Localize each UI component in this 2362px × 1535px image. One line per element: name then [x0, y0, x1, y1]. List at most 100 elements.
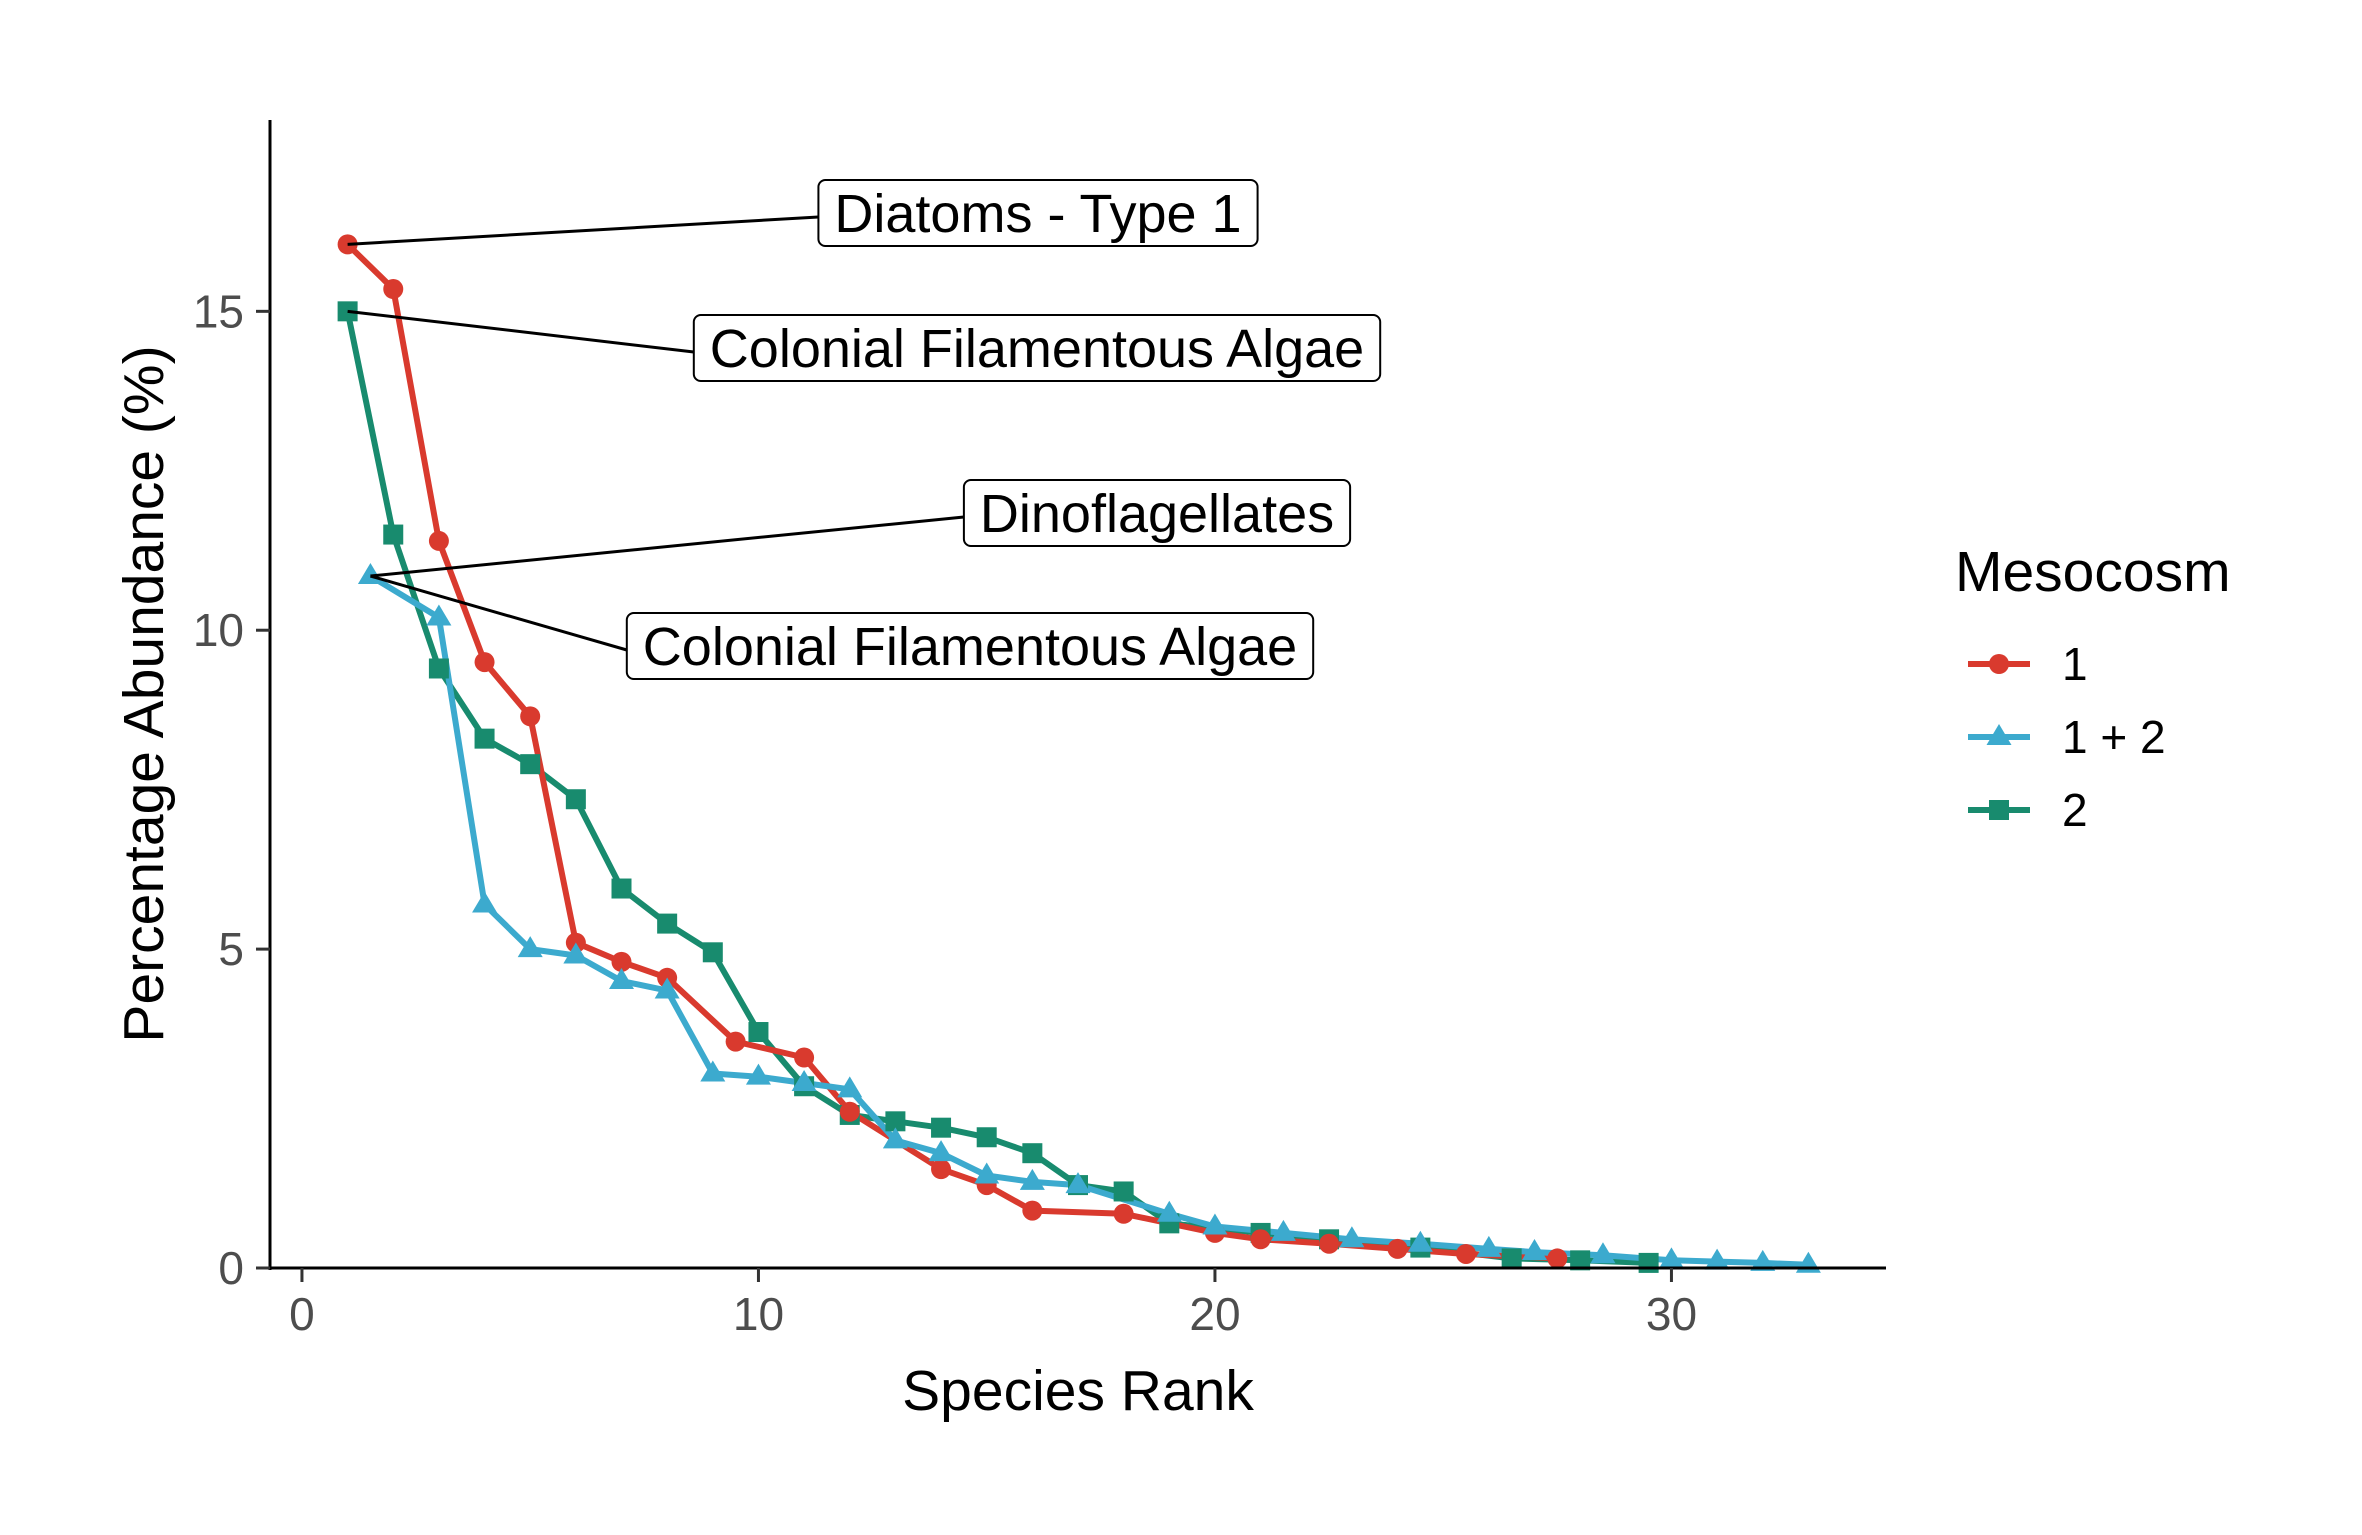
- data-point-2: [931, 1117, 952, 1138]
- data-point-1-plus-2: [426, 604, 452, 626]
- x-tick-label: 20: [1189, 1288, 1240, 1340]
- data-point-2: [428, 658, 449, 679]
- x-tick-label: 10: [733, 1288, 784, 1340]
- annotation-label: Dinoflagellates: [370, 479, 1352, 578]
- data-point-1-plus-2: [357, 562, 383, 584]
- data-point-1-plus-2: [974, 1162, 1000, 1184]
- data-point-1-plus-2: [1476, 1235, 1502, 1257]
- data-point-1-plus-2: [1750, 1249, 1776, 1271]
- legend-title: Mesocosm: [1955, 540, 2231, 604]
- data-point-1: [474, 652, 495, 673]
- data-point-2: [1570, 1250, 1591, 1271]
- data-point-1: [428, 530, 449, 551]
- x-axis-title: Species Rank: [902, 1359, 1254, 1423]
- data-point-2: [565, 789, 586, 810]
- legend-item-1: 1: [1968, 638, 2088, 690]
- legend-key-marker: [1989, 800, 2009, 820]
- data-point-1: [931, 1159, 952, 1180]
- data-point-2: [1638, 1252, 1659, 1273]
- annotation-leader-line: [347, 309, 694, 354]
- data-point-1-plus-2: [1590, 1242, 1616, 1264]
- annotation-text: Colonial Filamentous Algae: [643, 617, 1297, 677]
- data-point-1: [611, 951, 632, 972]
- data-point-2: [885, 1111, 906, 1132]
- x-axis-ticks: 0 10 20 30: [289, 1268, 1697, 1340]
- data-point-1-plus-2: [563, 942, 589, 964]
- legend-item-1-plus-2: 1 + 2: [1968, 711, 2166, 763]
- series-lines-layer: [344, 241, 1812, 1268]
- data-point-1-plus-2: [654, 977, 680, 999]
- data-point-1-plus-2: [837, 1076, 863, 1098]
- annotation-box: [692, 314, 1382, 382]
- legend-label: 1: [2062, 638, 2088, 690]
- data-point-1-plus-2: [882, 1127, 908, 1149]
- annotations-layer: Diatoms - Type 1 Colonial Filamentous Alg…: [347, 179, 1382, 680]
- data-point-2: [1022, 1143, 1043, 1164]
- annotation-leader-line: [347, 215, 819, 246]
- data-point-1-plus-2: [1407, 1230, 1433, 1252]
- data-point-1-plus-2: [1156, 1200, 1182, 1222]
- annotation-text: Diatoms - Type 1: [834, 184, 1241, 244]
- legend-item-2: 2: [1968, 784, 2088, 836]
- data-point-2: [520, 754, 541, 775]
- y-tick-label: 0: [218, 1242, 244, 1294]
- annotation-box: [962, 479, 1352, 547]
- data-point-2: [976, 1127, 997, 1148]
- data-point-1-plus-2: [928, 1140, 954, 1162]
- data-point-2: [748, 1022, 769, 1043]
- data-point-1-plus-2: [1658, 1247, 1684, 1269]
- annotation-box: [817, 179, 1259, 247]
- data-point-1: [725, 1031, 746, 1052]
- annotation-label: Colonial Filamentous Algae: [347, 309, 1382, 382]
- data-point-1: [1456, 1243, 1477, 1264]
- data-point-2: [1113, 1181, 1134, 1202]
- data-point-2: [702, 942, 723, 963]
- data-point-1: [1319, 1233, 1340, 1254]
- data-point-1-plus-2: [609, 967, 635, 989]
- legend-items: 1 1 + 2 2: [1968, 638, 2166, 836]
- data-point-1: [520, 706, 541, 727]
- data-point-1-plus-2: [517, 936, 543, 958]
- legend: Mesocosm 1 1 + 2 2: [1955, 540, 2231, 836]
- data-point-1: [1113, 1203, 1134, 1224]
- series-line-1: [344, 241, 1561, 1262]
- series-points-layer: [337, 234, 1821, 1273]
- y-axis-ticks: 0 5 10 15: [193, 285, 270, 1294]
- data-point-2: [474, 728, 495, 749]
- data-point-1-plus-2: [1065, 1172, 1091, 1194]
- annotation-label: Diatoms - Type 1: [347, 179, 1259, 247]
- legend-key-marker: [1989, 654, 2009, 674]
- data-point-1: [1022, 1200, 1043, 1221]
- y-tick-label: 10: [193, 604, 244, 656]
- annotation-text: Colonial Filamentous Algae: [710, 319, 1364, 379]
- legend-key-marker: [1986, 723, 2012, 745]
- data-point-1-plus-2: [1521, 1239, 1547, 1261]
- data-point-1-plus-2: [1202, 1213, 1228, 1235]
- data-point-1-plus-2: [745, 1063, 771, 1085]
- data-point-1-plus-2: [1270, 1219, 1296, 1241]
- data-point-1: [1387, 1238, 1408, 1259]
- y-tick-label: 15: [193, 285, 244, 337]
- x-tick-label: 30: [1646, 1288, 1697, 1340]
- data-point-1-plus-2: [700, 1060, 726, 1082]
- data-point-1-plus-2: [472, 891, 498, 913]
- data-point-1-plus-2: [791, 1070, 817, 1092]
- annotation-label: Colonial Filamentous Algae: [370, 574, 1315, 680]
- data-point-1-plus-2: [1704, 1248, 1730, 1270]
- data-point-2: [1501, 1248, 1522, 1269]
- annotation-leader-line: [370, 515, 965, 578]
- x-tick-label: 0: [289, 1288, 315, 1340]
- y-axis-title: Percentage Abundance (%): [112, 345, 176, 1042]
- series-line-1-plus-2: [367, 573, 1812, 1268]
- data-point-2: [383, 524, 404, 545]
- data-point-2: [611, 878, 632, 899]
- legend-label: 2: [2062, 784, 2088, 836]
- annotation-box: [625, 612, 1315, 680]
- annotation-text: Dinoflagellates: [980, 484, 1334, 544]
- axes-layer: 0 10 20 30 0 5 10 15 Species Rank Percentage A…: [112, 120, 1886, 1423]
- data-point-1-plus-2: [1019, 1168, 1045, 1190]
- data-point-1: [1547, 1248, 1568, 1269]
- data-point-1: [794, 1047, 815, 1068]
- annotation-leader-line: [370, 574, 628, 652]
